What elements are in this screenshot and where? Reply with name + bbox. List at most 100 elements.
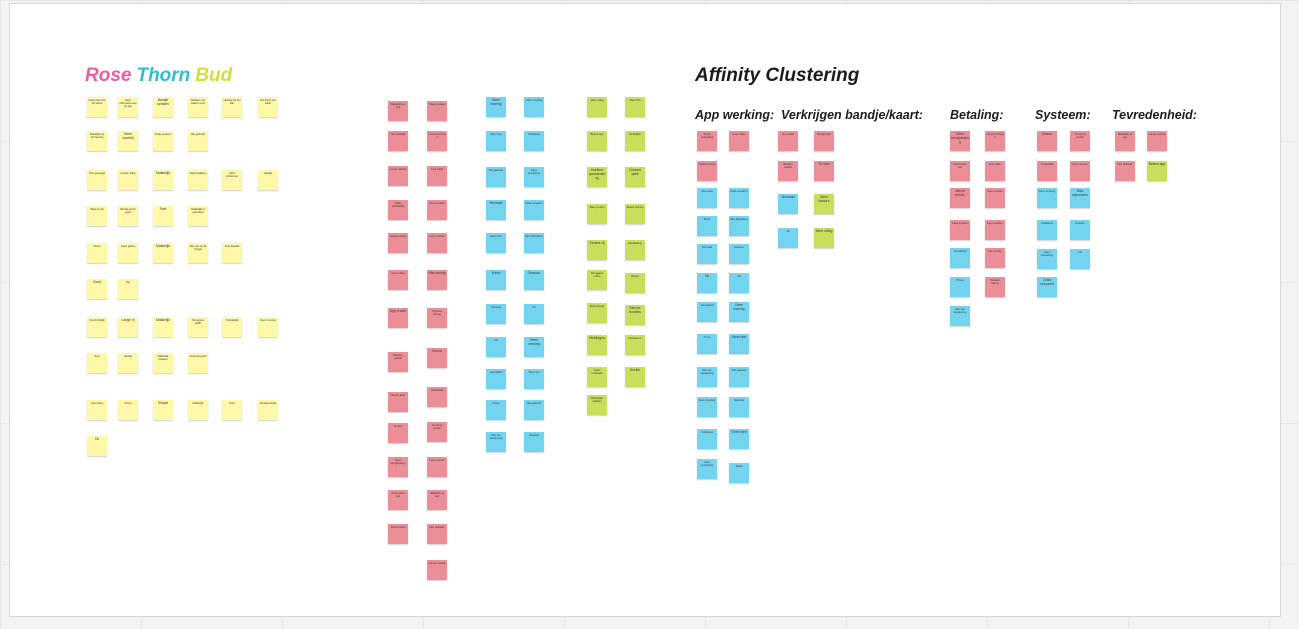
sticky-note-blue[interactable]: Weet niet: [729, 334, 749, 354]
sticky-note-blue[interactable]: Gemiddeld: [950, 248, 970, 268]
sticky-note-blue[interactable]: Niet gebruikt: [524, 400, 544, 420]
sticky-note-yellow[interactable]: Makkelijk: [153, 317, 173, 337]
sticky-note-blue[interactable]: Werkt: [697, 216, 717, 236]
sticky-note-blue[interactable]: Gewoon: [729, 244, 749, 264]
sticky-note-yellow[interactable]: Makkelijk te gebruiken: [188, 206, 208, 226]
sticky-note-blue[interactable]: Gewoon: [524, 270, 544, 290]
sticky-note-blue[interactable]: Zoals verwacht: [524, 200, 544, 220]
sticky-note-pink[interactable]: Geen terugbetaling: [388, 457, 408, 477]
sticky-note-blue[interactable]: Geen opmerking: [697, 459, 717, 479]
sticky-note-yellow[interactable]: Makkelijk op het festival: [87, 131, 107, 151]
sticky-note-yellow[interactable]: Geen informatie over de app: [118, 97, 138, 117]
sticky-note-green[interactable]: Nieuwe functies: [625, 305, 645, 325]
sticky-note-yellow[interactable]: Weet ik niet: [87, 206, 107, 226]
sticky-note-blue[interactable]: Ok: [486, 337, 506, 357]
sticky-note-yellow[interactable]: Onduidelijk: [222, 317, 242, 337]
sticky-note-blue[interactable]: Geen idee: [486, 233, 506, 253]
sticky-note-blue[interactable]: Neutraal: [524, 432, 544, 452]
sticky-note-pink[interactable]: Lange wachtrij: [388, 166, 408, 186]
sticky-note-pink[interactable]: Te duur: [814, 161, 834, 181]
sticky-note-blue[interactable]: Ok: [1070, 249, 1090, 269]
sticky-note-yellow[interactable]: Saldo bekijken: [188, 170, 208, 190]
sticky-note-pink[interactable]: Geen contant: [427, 200, 447, 220]
sticky-note-pink[interactable]: Te weinig punten: [427, 422, 447, 442]
sticky-note-yellow[interactable]: Snel: [153, 206, 173, 226]
sticky-note-pink[interactable]: Lang wachten: [985, 220, 1005, 240]
sticky-note-green[interactable]: Duidelijker: [625, 131, 645, 151]
sticky-note-yellow[interactable]: Goed: [87, 279, 107, 299]
sticky-note-pink[interactable]: Onduidelijk: [1037, 161, 1057, 181]
sticky-note-yellow[interactable]: Makkelijk: [188, 400, 208, 420]
sticky-note-green[interactable]: Contant optie: [625, 167, 645, 187]
sticky-note-blue[interactable]: Weet niet: [524, 369, 544, 389]
sticky-note-yellow[interactable]: Makkelijk: [153, 243, 173, 263]
sticky-note-blue[interactable]: Onbekend: [524, 131, 544, 151]
sticky-note-blue[interactable]: Gemiddeld: [697, 302, 717, 322]
sticky-note-blue[interactable]: Geen ervaring: [697, 397, 717, 417]
sticky-note-yellow[interactable]: Bandje ophalen: [153, 97, 173, 117]
sticky-note-yellow[interactable]: Snel: [222, 400, 242, 420]
sticky-note-yellow[interactable]: Geen wachtrij: [118, 131, 138, 151]
sticky-note-pink[interactable]: Niet duidelijk: [1115, 161, 1135, 181]
sticky-note-blue[interactable]: Geen idee: [729, 429, 749, 449]
sticky-note-green[interactable]: Beter bereik: [587, 303, 607, 323]
sticky-note-pink[interactable]: Gedoe: [427, 348, 447, 368]
sticky-note-blue[interactable]: Ok: [524, 304, 544, 324]
sticky-note-blue[interactable]: Neutraal: [729, 397, 749, 417]
sticky-note-blue[interactable]: Geen mening: [524, 337, 544, 357]
sticky-note-pink[interactable]: Geen service: [1070, 161, 1090, 181]
sticky-note-green[interactable]: Meer uitleg: [814, 228, 834, 248]
sticky-note-blue[interactable]: Geen mening: [729, 302, 749, 322]
sticky-note-yellow[interactable]: Snel betaald: [222, 243, 242, 263]
sticky-note-yellow[interactable]: Handig dat het kan: [222, 97, 242, 117]
sticky-note-blue[interactable]: Onbekend: [1037, 220, 1057, 240]
sticky-note-pink[interactable]: Traag systeem: [427, 101, 447, 121]
sticky-note-yellow[interactable]: Goede uitleg: [118, 170, 138, 190]
sticky-note-pink[interactable]: Geen contant: [985, 188, 1005, 208]
sticky-note-pink[interactable]: Geen uitleg: [388, 270, 408, 290]
sticky-note-blue[interactable]: Niet gebruikt: [486, 167, 506, 187]
sticky-note-pink[interactable]: Slecht bereik: [388, 524, 408, 544]
sticky-note-blue[interactable]: Geen opmerking: [1037, 249, 1057, 269]
sticky-note-yellow[interactable]: Teruggave saldo: [188, 317, 208, 337]
sticky-note-yellow[interactable]: Geen mening: [258, 317, 278, 337]
sticky-note-blue[interactable]: Werkt: [729, 463, 749, 483]
sticky-note-blue[interactable]: Ok: [778, 228, 798, 248]
sticky-note-blue[interactable]: Prima: [486, 400, 506, 420]
sticky-note-blue[interactable]: Normaal: [778, 194, 798, 214]
sticky-note-blue[interactable]: Normaal: [697, 244, 717, 264]
sticky-note-pink[interactable]: Opladen lastig: [388, 233, 408, 253]
sticky-note-blue[interactable]: Niks bijzonders: [524, 233, 544, 253]
sticky-note-yellow[interactable]: Fijn: [118, 279, 138, 299]
sticky-note-blue[interactable]: Gewoon: [1070, 220, 1090, 240]
sticky-note-blue[interactable]: Gemiddeld: [486, 369, 506, 389]
sticky-note-pink[interactable]: Onduidelijk: [427, 387, 447, 407]
sticky-note-pink[interactable]: Traag systeem: [950, 220, 970, 240]
sticky-note-yellow[interactable]: Ok: [87, 436, 107, 456]
sticky-note-pink[interactable]: Lange wachtrij: [1147, 131, 1167, 151]
sticky-note-pink[interactable]: Slecht bereik: [950, 188, 970, 208]
sticky-note-blue[interactable]: Ok: [697, 273, 717, 293]
sticky-note-pink[interactable]: Geen service: [427, 457, 447, 477]
sticky-note-blue[interactable]: Werkt: [486, 270, 506, 290]
sticky-note-green[interactable]: Meer uitleg: [587, 97, 607, 117]
sticky-note-yellow[interactable]: Overzichtelijk: [87, 317, 107, 337]
sticky-note-green[interactable]: Kortere rij: [587, 240, 607, 260]
sticky-note-yellow[interactable]: Betalen met kaart is snel: [188, 97, 208, 117]
sticky-note-green[interactable]: Meer punten: [587, 204, 607, 224]
sticky-note-blue[interactable]: Zoals verwacht: [1037, 277, 1057, 297]
sticky-note-green[interactable]: Meer kassa's: [814, 194, 834, 214]
sticky-note-pink[interactable]: Bandje kwijt: [388, 392, 408, 412]
sticky-note-green[interactable]: Sneller: [625, 367, 645, 387]
sticky-note-yellow[interactable]: Geen problemen: [222, 170, 242, 190]
whiteboard-canvas[interactable]: Rose Thorn Bud Affinity Clustering App wer…: [9, 3, 1281, 617]
sticky-note-blue[interactable]: Prima: [950, 277, 970, 297]
sticky-note-yellow[interactable]: Lange rij: [118, 317, 138, 337]
sticky-note-green[interactable]: Betere app: [1147, 161, 1167, 181]
sticky-note-pink[interactable]: Makkelijk op app: [1115, 131, 1135, 151]
sticky-note-pink[interactable]: Te weinig punten: [1070, 131, 1090, 151]
sticky-note-green[interactable]: Makkelijker opladen: [587, 395, 607, 415]
sticky-note-pink[interactable]: Gedoe: [1037, 131, 1057, 151]
sticky-note-pink[interactable]: Lang wachten: [427, 233, 447, 253]
sticky-note-pink[interactable]: Systeem storing: [427, 308, 447, 328]
